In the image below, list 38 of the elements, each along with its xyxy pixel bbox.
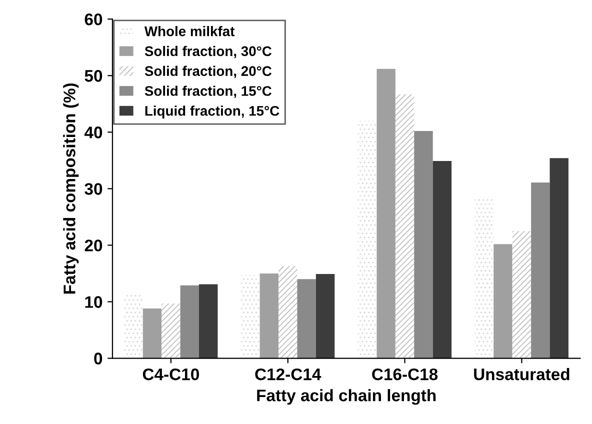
legend-label: Solid fraction, 30°C [144,46,272,58]
bar [297,279,316,358]
x-tick-label: C4-C10 [142,368,199,380]
bar [376,68,396,358]
bar [260,273,279,358]
bar [432,160,452,358]
y-tick-label: 10 [85,296,102,308]
bar [162,303,180,358]
y-tick-label: 0 [94,352,102,364]
legend-label: Whole milkfat [144,26,235,36]
bar [241,275,260,358]
bar [358,120,377,358]
x-tick-label: C16-C18 [372,368,438,380]
bar [278,266,298,358]
bar [124,294,143,358]
x-axis-title: Fatty acid chain length [257,389,436,405]
bar [550,158,568,358]
bar [494,244,512,358]
bar [474,198,494,358]
x-tick-label: Unsaturated [474,368,570,380]
y-tick-label: 20 [84,240,102,252]
bar [395,94,414,358]
legend-label: Liquid fraction, 15°C [145,106,280,119]
y-axis-title: Fatty acid composition (%) [63,83,79,294]
bar [180,285,199,358]
legend-label: Solid fraction, 20°C [144,66,272,78]
legend-label: Solid fraction, 15°C [144,86,272,98]
bar [142,308,162,358]
bar [316,274,335,358]
y-tick-label: 60 [84,13,102,26]
bar [414,131,433,358]
y-tick-label: 50 [84,70,102,82]
x-tick-label: C12-C14 [255,368,322,380]
y-tick-label: 40 [84,126,102,138]
bar [512,231,532,358]
y-tick-label: 30 [84,183,102,195]
bar [199,284,218,358]
bar [531,182,550,358]
